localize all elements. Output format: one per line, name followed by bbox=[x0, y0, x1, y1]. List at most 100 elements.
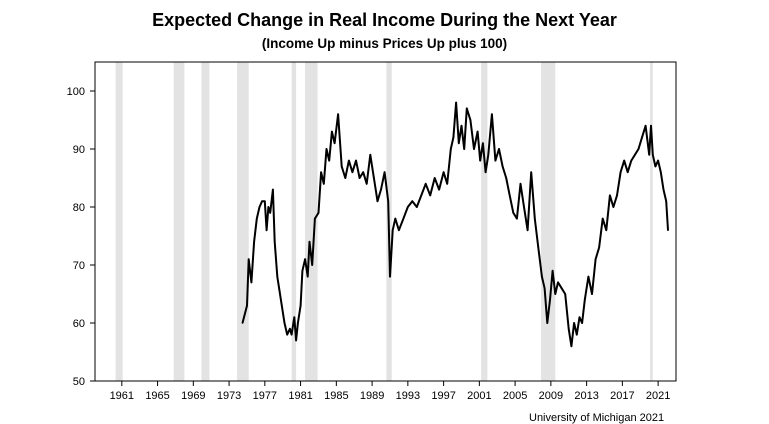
data-point bbox=[463, 148, 465, 150]
recession-band-9 bbox=[650, 62, 653, 381]
data-point bbox=[394, 217, 397, 220]
data-point bbox=[575, 333, 578, 336]
y-tick-label-100: 100 bbox=[67, 86, 85, 98]
data-point bbox=[662, 188, 665, 191]
x-tick-label-1961: 1961 bbox=[110, 390, 134, 402]
data-point bbox=[333, 142, 336, 144]
data-point bbox=[407, 206, 409, 208]
x-tick-label-1989: 1989 bbox=[360, 390, 384, 402]
data-point bbox=[398, 229, 400, 231]
data-point bbox=[265, 229, 268, 231]
data-point bbox=[494, 159, 497, 162]
data-point bbox=[246, 304, 248, 307]
data-point bbox=[286, 333, 288, 336]
x-tick-label-2021: 2021 bbox=[646, 390, 670, 402]
data-point bbox=[573, 322, 575, 324]
data-point bbox=[578, 316, 581, 319]
data-point bbox=[667, 229, 669, 231]
data-point bbox=[299, 304, 302, 307]
data-point bbox=[641, 136, 643, 139]
x-tick-label-1969: 1969 bbox=[181, 390, 205, 402]
data-point bbox=[317, 212, 320, 214]
data-point bbox=[505, 177, 507, 179]
data-point bbox=[348, 159, 350, 162]
data-point bbox=[605, 229, 608, 231]
data-point bbox=[609, 194, 611, 197]
x-tick-label-1985: 1985 bbox=[324, 390, 348, 402]
recession-band-5 bbox=[305, 62, 318, 381]
x-tick-label-2017: 2017 bbox=[610, 390, 634, 402]
data-point bbox=[304, 258, 306, 261]
data-point bbox=[250, 281, 253, 284]
data-point bbox=[626, 171, 629, 173]
data-point bbox=[484, 171, 487, 173]
data-point bbox=[289, 328, 291, 330]
data-point bbox=[501, 165, 504, 168]
data-point bbox=[337, 113, 339, 115]
data-point bbox=[295, 339, 297, 342]
data-point bbox=[325, 148, 328, 150]
y-tick-label-50: 50 bbox=[73, 376, 85, 388]
data-point bbox=[355, 159, 357, 162]
data-point bbox=[508, 194, 511, 197]
y-tick-label-70: 70 bbox=[73, 260, 85, 272]
data-point bbox=[551, 270, 554, 272]
data-point bbox=[549, 299, 551, 301]
recession-band-7 bbox=[481, 62, 488, 381]
y-tick-label-60: 60 bbox=[73, 318, 85, 330]
data-point bbox=[546, 322, 549, 324]
x-tick-label-1965: 1965 bbox=[145, 390, 169, 402]
data-point bbox=[281, 304, 283, 307]
data-point bbox=[314, 217, 316, 220]
data-point bbox=[654, 165, 657, 168]
data-point bbox=[644, 125, 647, 127]
recession-band-2 bbox=[201, 62, 210, 381]
data-point bbox=[446, 183, 448, 185]
data-point bbox=[476, 130, 479, 133]
data-point bbox=[351, 171, 354, 173]
data-point bbox=[383, 171, 386, 173]
x-tick-label-2005: 2005 bbox=[503, 390, 527, 402]
data-point bbox=[482, 142, 484, 144]
data-point bbox=[362, 171, 364, 173]
data-point bbox=[429, 194, 431, 197]
x-tick-label-2013: 2013 bbox=[574, 390, 598, 402]
data-point bbox=[323, 183, 325, 185]
data-point bbox=[328, 159, 330, 162]
data-point bbox=[564, 293, 566, 295]
x-tick-label-1997: 1997 bbox=[431, 390, 455, 402]
data-point bbox=[301, 270, 304, 272]
y-tick-label-90: 90 bbox=[73, 144, 85, 156]
data-point bbox=[297, 322, 299, 324]
data-point bbox=[424, 183, 427, 185]
data-point bbox=[255, 217, 258, 220]
data-point bbox=[554, 293, 557, 295]
data-point bbox=[344, 177, 347, 179]
data-point bbox=[273, 241, 276, 243]
data-point bbox=[438, 188, 440, 191]
data-point bbox=[389, 275, 391, 278]
chart-title: Expected Change in Real Income During th… bbox=[152, 10, 617, 30]
data-point bbox=[479, 159, 482, 162]
plot-frame bbox=[94, 61, 677, 382]
data-point bbox=[391, 229, 394, 231]
data-point bbox=[261, 200, 263, 202]
data-point bbox=[587, 275, 590, 278]
data-point bbox=[278, 287, 280, 290]
data-point bbox=[449, 148, 452, 150]
data-point bbox=[320, 171, 322, 173]
data-point bbox=[331, 130, 333, 133]
data-point bbox=[623, 159, 625, 162]
data-point bbox=[487, 154, 490, 156]
data-point bbox=[657, 159, 659, 162]
data-point bbox=[570, 345, 573, 348]
data-point bbox=[369, 154, 372, 156]
data-point bbox=[560, 287, 563, 290]
data-point bbox=[498, 148, 500, 150]
x-tick-label-1981: 1981 bbox=[288, 390, 312, 402]
data-point bbox=[637, 148, 640, 150]
data-point bbox=[253, 241, 255, 243]
data-point bbox=[415, 206, 418, 208]
data-point bbox=[402, 217, 405, 220]
data-point bbox=[455, 101, 457, 104]
